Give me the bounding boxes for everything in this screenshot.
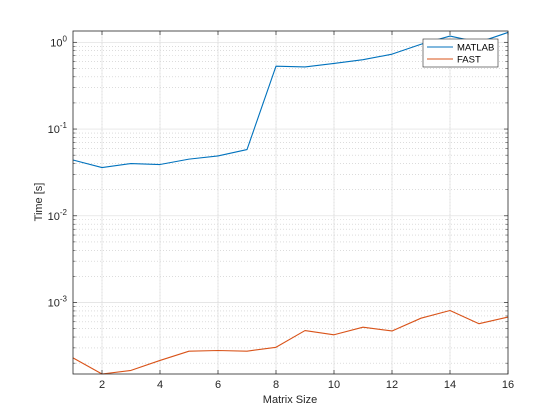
y-tick-label-exponent: -3: [60, 295, 68, 304]
y-axis-title: Time [s]: [33, 183, 45, 222]
x-tick-labels: 2 4 6 8 10 12 14 16: [99, 379, 514, 391]
x-tick-label: 2: [99, 379, 105, 391]
x-tick-label: 12: [386, 379, 398, 391]
legend-label-matlab: MATLAB: [457, 43, 494, 54]
x-axis-title: Matrix Size: [263, 394, 317, 406]
y-tick-label-exponent: -1: [60, 121, 68, 130]
legend-label-fast: FAST: [457, 55, 481, 66]
x-tick-label: 4: [157, 379, 163, 391]
legend-box: [422, 38, 499, 68]
x-tick-label: 14: [444, 379, 456, 391]
x-tick-label: 6: [215, 379, 221, 391]
plot-area: [73, 31, 508, 374]
y-tick-label: 10-2: [48, 208, 68, 223]
y-tick-label-base: 10: [48, 298, 60, 310]
y-tick-label: 100: [50, 34, 67, 49]
y-tick-label-base: 10: [50, 37, 62, 49]
plot-frame: [72, 30, 509, 375]
series-line-fast: [72, 309, 509, 375]
x-tick-label: 8: [273, 379, 279, 391]
y-tick-label: 10-1: [48, 121, 68, 136]
y-tick-label-exponent: 0: [63, 34, 68, 43]
y-tick-label: 10-3: [48, 295, 68, 310]
x-tick-label: 16: [502, 379, 514, 391]
y-tick-label-base: 10: [48, 211, 60, 223]
x-tick-label: 10: [328, 379, 340, 391]
axis-ticks: [73, 31, 509, 374]
y-tick-label-base: 10: [48, 124, 60, 136]
major-grid: [73, 31, 508, 374]
y-tick-label-exponent: -2: [60, 208, 68, 217]
